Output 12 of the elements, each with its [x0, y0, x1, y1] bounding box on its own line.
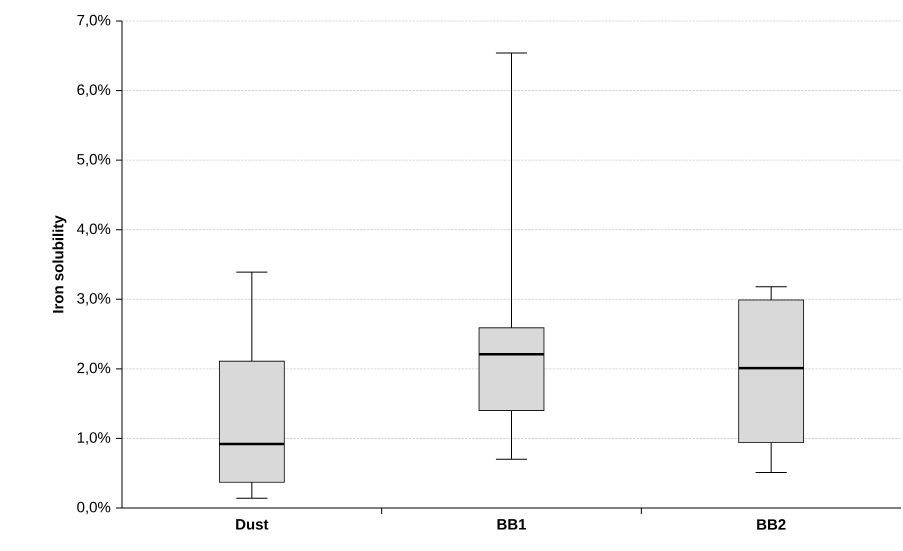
x-tick-label: BB2: [757, 519, 786, 530]
y-axis-title: Iron solubility: [52, 215, 66, 313]
y-tick-label: 2,0%: [77, 362, 110, 376]
y-tick-label: 3,0%: [77, 293, 110, 306]
x-tick-label: BB1: [498, 519, 526, 530]
y-tick-label: 1,0%: [78, 432, 110, 445]
y-tick-label: 0,0%: [77, 502, 110, 514]
x-tick-label: Dust: [236, 519, 268, 530]
y-tick-label: 5,0%: [77, 154, 110, 166]
y-tick-label: 7,0%: [77, 14, 110, 28]
y-tick-label: 4,0%: [76, 224, 110, 236]
y-tick-label: 6,0%: [77, 84, 110, 97]
